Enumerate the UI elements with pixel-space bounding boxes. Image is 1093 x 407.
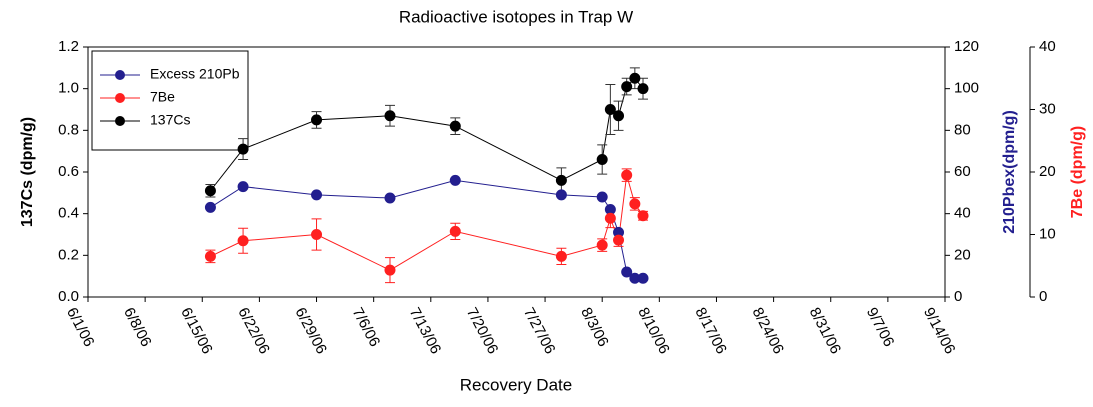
data-point xyxy=(204,185,216,197)
data-point xyxy=(555,250,567,262)
legend-label: 7Be xyxy=(150,89,175,105)
data-point xyxy=(449,174,461,186)
data-point xyxy=(384,110,396,122)
x-tick-label: 7/6/06 xyxy=(349,305,384,350)
legend-marker xyxy=(115,116,125,126)
data-point xyxy=(613,110,625,122)
y3-axis-label: 7Be (dpm/g) xyxy=(1069,126,1086,218)
y-tick-label: 1.0 xyxy=(58,80,79,97)
y-tick-label: 0.2 xyxy=(58,246,79,263)
y-tick-label: 1.2 xyxy=(58,38,79,55)
y2-tick-label: 120 xyxy=(954,38,979,55)
y2-tick-label: 40 xyxy=(954,205,971,222)
legend-marker xyxy=(115,70,125,80)
y3-tick-label: 0 xyxy=(1039,288,1047,305)
y-tick-label: 0.4 xyxy=(58,205,79,222)
series-line xyxy=(210,179,644,279)
data-point xyxy=(621,266,633,278)
x-tick-label: 8/24/06 xyxy=(749,305,788,357)
x-tick-label: 6/29/06 xyxy=(291,305,330,357)
y3-tick-label: 20 xyxy=(1039,163,1056,180)
data-point xyxy=(629,198,641,210)
y2-tick-label: 100 xyxy=(954,80,979,97)
legend-marker xyxy=(115,93,125,103)
series-line xyxy=(210,77,644,192)
data-point xyxy=(555,189,567,201)
y-tick-label: 0.6 xyxy=(58,163,79,180)
y2-tick-label: 20 xyxy=(954,246,971,263)
x-tick-label: 6/8/06 xyxy=(120,305,155,350)
y-axis-label: 137Cs (dpm/g) xyxy=(19,117,36,227)
legend-label: Excess 210Pb xyxy=(150,66,240,82)
y2-axis-label: 210Pbex(dpm/g) xyxy=(1001,110,1018,234)
data-point xyxy=(311,189,323,201)
y2-tick-label: 60 xyxy=(954,163,971,180)
x-tick-label: 8/3/06 xyxy=(577,305,612,350)
data-point xyxy=(637,83,649,95)
x-tick-label: 8/31/06 xyxy=(806,305,845,357)
y3-tick-label: 30 xyxy=(1039,100,1056,117)
data-point xyxy=(384,264,396,276)
data-point xyxy=(204,201,216,213)
y3-tick-label: 10 xyxy=(1039,225,1056,242)
data-point xyxy=(621,169,633,181)
data-point xyxy=(449,225,461,237)
data-point xyxy=(596,239,608,251)
y3-tick-label: 40 xyxy=(1039,38,1056,55)
data-point xyxy=(596,154,608,165)
x-tick-label: 8/17/06 xyxy=(691,305,730,357)
data-point xyxy=(637,210,649,222)
series-line xyxy=(210,174,644,271)
x-tick-label: 6/15/06 xyxy=(177,305,216,357)
y2-tick-label: 80 xyxy=(954,121,971,138)
x-axis-label: Recovery Date xyxy=(460,375,572,394)
y-tick-label: 0.8 xyxy=(58,121,79,138)
data-point xyxy=(384,192,396,204)
x-tick-label: 6/22/06 xyxy=(234,305,273,357)
data-point xyxy=(311,229,323,240)
x-tick-label: 7/27/06 xyxy=(520,305,559,357)
data-point xyxy=(311,114,323,126)
data-point xyxy=(449,120,461,132)
x-tick-label: 9/14/06 xyxy=(920,305,959,357)
data-point xyxy=(637,272,649,284)
data-point xyxy=(204,250,216,262)
data-point xyxy=(613,234,625,246)
data-point xyxy=(237,143,249,155)
data-point xyxy=(621,81,633,93)
data-point xyxy=(555,174,567,186)
data-point xyxy=(596,191,608,203)
x-tick-label: 6/1/06 xyxy=(63,305,98,350)
y-tick-label: 0.0 xyxy=(58,288,79,305)
legend-box xyxy=(91,50,249,151)
y2-tick-label: 0 xyxy=(954,288,962,305)
chart-title: Radioactive isotopes in Trap W xyxy=(399,7,633,26)
data-point xyxy=(604,212,616,224)
data-point xyxy=(237,235,249,247)
legend-label: 137Cs xyxy=(150,112,190,128)
data-point xyxy=(604,104,616,115)
data-point xyxy=(629,72,641,84)
x-tick-label: 7/20/06 xyxy=(463,305,502,357)
data-point xyxy=(237,181,249,193)
x-tick-label: 8/10/06 xyxy=(634,305,673,357)
x-tick-label: 7/13/06 xyxy=(406,305,445,357)
x-tick-label: 9/7/06 xyxy=(863,305,898,350)
